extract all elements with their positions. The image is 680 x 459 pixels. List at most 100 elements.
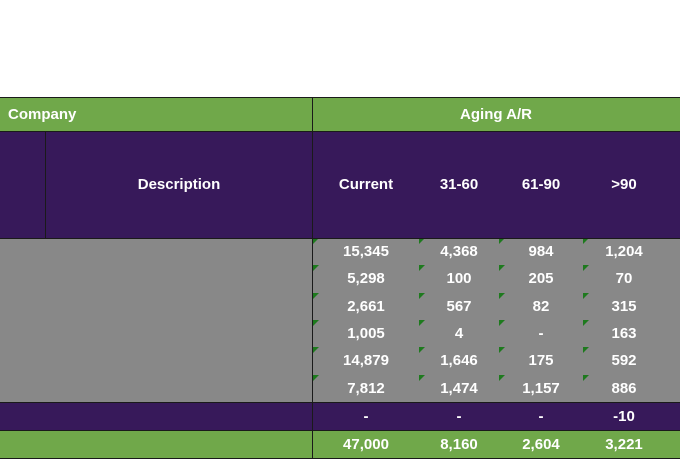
current-cell[interactable]: 15,345 [313, 238, 419, 265]
description-header[interactable]: Description [137, 176, 221, 193]
cell-value: 1,474 [440, 379, 478, 397]
error-indicator-icon [419, 265, 425, 272]
61-90-cell[interactable]: 82 [499, 292, 583, 320]
61-90-header[interactable]: 61-90 [521, 176, 561, 193]
error-indicator-icon [313, 292, 319, 299]
adjustment-61-90-cell[interactable]: - [538, 407, 544, 425]
column-header-row: Description Current 31-60 61-90 >90 [0, 131, 680, 238]
error-indicator-icon [583, 265, 589, 272]
over-90-cell[interactable]: 1,204 [583, 238, 665, 265]
cell-value: 592 [611, 352, 637, 370]
31-60-cell[interactable]: 4 [419, 319, 499, 347]
adjustment-over-90-cell[interactable]: -10 [613, 407, 635, 425]
error-indicator-icon [313, 265, 319, 272]
grid-border [0, 430, 680, 431]
grid-border [0, 131, 680, 132]
total-current-cell[interactable]: 47,000 [343, 435, 389, 453]
31-60-cell[interactable]: 1,474 [419, 374, 499, 402]
over-90-header[interactable]: >90 [611, 176, 637, 193]
error-indicator-icon [313, 319, 319, 326]
61-90-cell[interactable]: 1,157 [499, 374, 583, 402]
cell-value: 175 [528, 352, 554, 370]
current-cell[interactable]: 7,812 [313, 374, 419, 402]
total-over-90-cell[interactable]: 3,221 [605, 435, 643, 453]
31-60-header[interactable]: 31-60 [439, 176, 479, 193]
adjustment-31-60-cell[interactable]: - [456, 407, 462, 425]
error-indicator-icon [313, 238, 319, 244]
total-61-90-cell[interactable]: 2,604 [522, 435, 560, 453]
31-60-cell[interactable]: 4,368 [419, 238, 499, 265]
column-divider [45, 131, 46, 238]
cell-value: 886 [611, 379, 637, 397]
over-90-cell[interactable]: 163 [583, 319, 665, 347]
cell-value: 205 [528, 270, 554, 288]
cell-value: 5,298 [347, 270, 385, 288]
61-90-cell[interactable]: - [499, 319, 583, 347]
error-indicator-icon [419, 319, 425, 326]
31-60-cell[interactable]: 100 [419, 265, 499, 292]
column-divider [312, 238, 313, 402]
cell-value: 4,368 [440, 243, 478, 261]
current-cell[interactable]: 1,005 [313, 319, 419, 347]
cell-value: 315 [611, 297, 637, 315]
cell-value: 70 [615, 270, 633, 288]
error-indicator-icon [583, 319, 589, 326]
grid-border [0, 97, 680, 98]
column-divider [312, 131, 313, 238]
table-row: 5,298 100 205 70 [0, 265, 680, 292]
error-indicator-icon [419, 347, 425, 354]
error-indicator-icon [313, 347, 319, 354]
table-row: 1,005 4 - 163 [0, 319, 680, 347]
over-90-cell[interactable]: 70 [583, 265, 665, 292]
cell-value: 984 [528, 243, 554, 261]
header-row: Company Aging A/R [0, 97, 680, 131]
grid-border [0, 238, 680, 239]
61-90-cell[interactable]: 175 [499, 347, 583, 374]
cell-value: 1,204 [605, 243, 643, 261]
error-indicator-icon [583, 347, 589, 354]
cell-value: 14,879 [343, 352, 389, 370]
grid-border [0, 402, 680, 403]
column-divider [312, 97, 313, 131]
over-90-cell[interactable]: 592 [583, 347, 665, 374]
cell-value: 100 [446, 270, 472, 288]
error-indicator-icon [583, 238, 589, 244]
cell-value: - [538, 325, 544, 343]
total-row: 47,000 8,160 2,604 3,221 [0, 430, 680, 458]
error-indicator-icon [583, 374, 589, 381]
error-indicator-icon [499, 319, 505, 326]
error-indicator-icon [499, 238, 505, 244]
data-block: 15,345 4,368 984 1,204 5,298 100 205 70 2,661 567… [0, 238, 680, 402]
adjustment-row: - - - -10 [0, 402, 680, 430]
cell-value: 163 [611, 325, 637, 343]
error-indicator-icon [499, 265, 505, 272]
cell-value: 82 [532, 297, 550, 315]
61-90-cell[interactable]: 984 [499, 238, 583, 265]
column-divider [312, 430, 313, 458]
over-90-cell[interactable]: 315 [583, 292, 665, 320]
adjustment-current-cell[interactable]: - [363, 407, 369, 425]
cell-value: 567 [446, 297, 472, 315]
over-90-cell[interactable]: 886 [583, 374, 665, 402]
current-cell[interactable]: 5,298 [313, 265, 419, 292]
company-header[interactable]: Company [8, 105, 77, 123]
cell-value: 1,005 [347, 325, 385, 343]
31-60-cell[interactable]: 1,646 [419, 347, 499, 374]
61-90-cell[interactable]: 205 [499, 265, 583, 292]
current-header[interactable]: Current [338, 176, 394, 193]
31-60-cell[interactable]: 567 [419, 292, 499, 320]
cell-value: 2,661 [347, 297, 385, 315]
current-cell[interactable]: 2,661 [313, 292, 419, 320]
cell-value: 15,345 [343, 243, 389, 261]
aging-ar-header[interactable]: Aging A/R [460, 105, 532, 123]
error-indicator-icon [419, 238, 425, 244]
table-row: 14,879 1,646 175 592 [0, 347, 680, 374]
error-indicator-icon [499, 374, 505, 381]
error-indicator-icon [419, 374, 425, 381]
error-indicator-icon [419, 292, 425, 299]
cell-value: 1,157 [522, 379, 560, 397]
cell-value: 4 [454, 325, 464, 343]
current-cell[interactable]: 14,879 [313, 347, 419, 374]
total-31-60-cell[interactable]: 8,160 [440, 435, 478, 453]
error-indicator-icon [313, 374, 319, 381]
